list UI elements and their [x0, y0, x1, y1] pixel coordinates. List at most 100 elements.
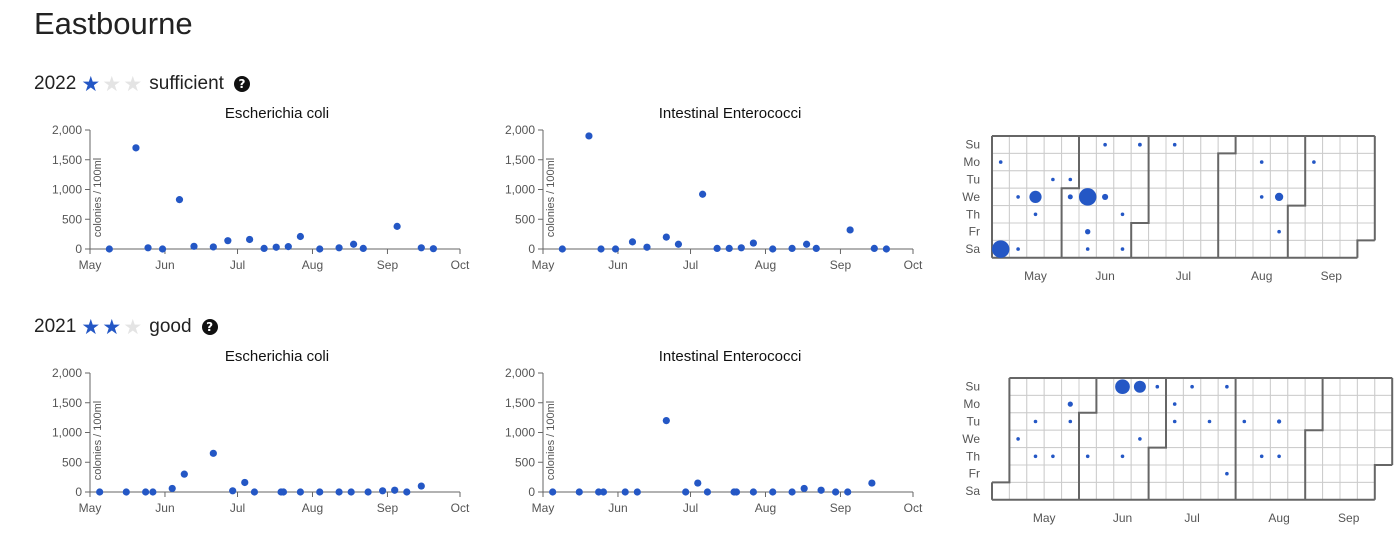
day-cell — [1217, 135, 1237, 154]
day-cell — [1200, 222, 1219, 241]
x-tick-label: Jul — [230, 501, 245, 515]
day-cell — [1061, 481, 1080, 501]
data-point — [812, 244, 820, 253]
data-point — [737, 244, 745, 252]
data-point — [379, 487, 387, 495]
day-cell — [1252, 239, 1271, 259]
x-tick-label: Oct — [904, 258, 923, 272]
weekday-label: Sa — [965, 242, 980, 256]
day-cell — [1113, 135, 1132, 154]
day-cell — [1078, 464, 1097, 483]
data-point — [558, 245, 566, 253]
star-empty-icon: ★ — [123, 72, 143, 96]
data-point — [246, 235, 254, 244]
day-cell — [1078, 429, 1097, 449]
sample-dot — [1067, 194, 1073, 200]
x-tick-label: Sep — [830, 501, 852, 515]
data-point — [190, 242, 198, 250]
x-tick-label: Oct — [451, 501, 470, 515]
day-cell — [1026, 135, 1045, 154]
day-cell — [1026, 481, 1045, 501]
day-cell — [1182, 464, 1202, 483]
question-circle-icon[interactable]: ? — [233, 76, 250, 92]
day-cell — [1148, 412, 1167, 431]
day-cell — [1113, 481, 1132, 501]
day-cell — [1200, 152, 1219, 172]
day-cell — [1095, 170, 1115, 189]
data-point — [674, 240, 683, 248]
day-cell — [1235, 152, 1254, 172]
month-label: May — [1024, 269, 1047, 283]
data-point — [144, 244, 152, 252]
data-point — [272, 243, 280, 251]
enterococci-chart-2021: Intestinal Enterococci 0 500 1,000 1,500 2,00… — [505, 348, 923, 515]
day-cell — [1339, 187, 1358, 207]
day-cell — [1304, 187, 1324, 207]
day-cell — [1217, 170, 1237, 189]
sample-dot — [1172, 142, 1177, 147]
data-point — [585, 132, 593, 140]
day-cell — [1182, 429, 1202, 449]
day-cell — [1165, 429, 1184, 449]
day-cell — [991, 170, 1010, 189]
y-tick-label: 1,000 — [505, 426, 535, 440]
day-cell — [1269, 152, 1289, 172]
data-point — [180, 470, 188, 478]
month-label: Sep — [1338, 511, 1360, 525]
day-cell — [1026, 429, 1045, 449]
day-cell — [1374, 394, 1393, 414]
data-point — [749, 239, 757, 247]
sample-dot — [1068, 419, 1073, 424]
x-tick-label: Jun — [608, 258, 627, 272]
data-point — [224, 237, 232, 245]
sample-dot — [1102, 193, 1109, 200]
day-cell — [1200, 205, 1219, 224]
data-point — [597, 245, 605, 253]
day-cell — [1200, 394, 1219, 414]
day-cell — [1235, 170, 1254, 189]
day-cell — [1304, 222, 1324, 241]
day-cell — [1235, 429, 1254, 449]
month-label: May — [1033, 511, 1056, 525]
day-cell — [1078, 152, 1097, 172]
day-cell — [1217, 187, 1237, 207]
data-point — [643, 243, 651, 251]
day-cell — [1252, 377, 1271, 396]
day-cell — [1182, 239, 1202, 259]
sample-dot — [998, 160, 1003, 164]
day-cell — [1061, 429, 1080, 449]
rating-stars: ★ ★ ★ — [80, 74, 143, 95]
day-cell — [1269, 429, 1289, 449]
chart-title: Escherichia coli — [225, 348, 329, 365]
data-point — [549, 488, 557, 496]
day-cell — [1252, 222, 1271, 241]
day-cell — [1356, 412, 1376, 431]
day-cell — [1130, 222, 1150, 241]
day-cell — [1287, 447, 1306, 466]
day-cell — [991, 481, 1010, 501]
question-circle-icon[interactable]: ? — [201, 319, 218, 335]
day-cell — [991, 135, 1010, 154]
day-cell — [1322, 447, 1341, 466]
chart-title: Intestinal Enterococci — [659, 105, 802, 122]
day-cell — [1304, 481, 1324, 501]
data-point — [844, 488, 852, 496]
day-cell — [1339, 205, 1358, 224]
day-cell — [1043, 377, 1063, 396]
data-point — [699, 190, 707, 198]
data-point — [882, 245, 890, 253]
day-cell — [1095, 152, 1115, 172]
sample-dot — [1276, 419, 1282, 424]
day-cell — [1095, 429, 1115, 449]
day-cell — [1182, 481, 1202, 501]
day-cell — [1374, 377, 1393, 396]
x-tick-label: Sep — [377, 258, 399, 272]
day-cell — [1113, 394, 1132, 414]
day-cell — [1339, 412, 1358, 431]
day-cell — [1322, 412, 1341, 431]
sample-dot — [1033, 454, 1038, 459]
data-point — [417, 482, 425, 490]
data-point — [749, 488, 757, 496]
page-title: Eastbourne — [34, 6, 193, 41]
day-cell — [1148, 447, 1167, 466]
